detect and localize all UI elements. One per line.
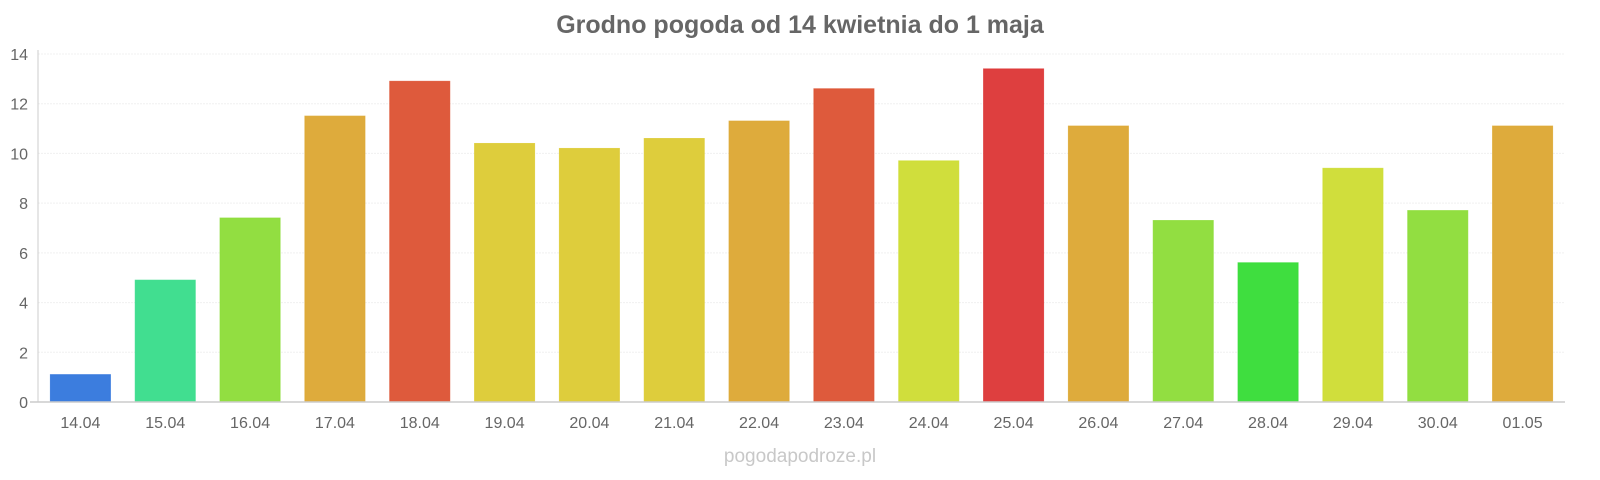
y-tick-label: 6 xyxy=(19,246,28,263)
x-tick-label: 22.04 xyxy=(739,415,779,432)
x-tick-label: 16.04 xyxy=(230,415,270,432)
y-tick-label: 14 xyxy=(10,47,28,64)
x-tick-label: 24.04 xyxy=(909,415,949,432)
y-tick-label: 12 xyxy=(10,97,28,114)
x-tick-label: 21.04 xyxy=(654,415,694,432)
bar-19.04[interactable] xyxy=(474,142,536,403)
x-tick-label: 30.04 xyxy=(1418,415,1458,432)
bar-17.04[interactable] xyxy=(304,115,366,403)
bar-27.04[interactable] xyxy=(1152,220,1214,403)
x-tick-label: 28.04 xyxy=(1248,415,1288,432)
x-tick-label: 19.04 xyxy=(485,415,525,432)
bar-14.04[interactable] xyxy=(49,374,111,403)
y-tick-label: 10 xyxy=(10,146,28,163)
x-tick-label: 01.05 xyxy=(1503,415,1543,432)
x-tick-label: 14.04 xyxy=(60,415,100,432)
y-tick-label: 2 xyxy=(19,345,28,362)
x-tick-label: 15.04 xyxy=(145,415,185,432)
x-tick-label: 17.04 xyxy=(315,415,355,432)
y-tick-label: 8 xyxy=(19,196,28,213)
bar-01.05[interactable] xyxy=(1492,125,1554,403)
bar-26.04[interactable] xyxy=(1067,125,1129,403)
bar-22.04[interactable] xyxy=(728,120,790,403)
bar-20.04[interactable] xyxy=(558,147,620,403)
bar-15.04[interactable] xyxy=(134,279,196,403)
credit-text: pogodapodroze.pl xyxy=(724,446,876,467)
x-tick-label: 23.04 xyxy=(824,415,864,432)
x-tick-label: 20.04 xyxy=(569,415,609,432)
bar-25.04[interactable] xyxy=(983,68,1045,403)
x-tick-label: 27.04 xyxy=(1163,415,1203,432)
bar-18.04[interactable] xyxy=(389,80,451,403)
chart-title: Grodno pogoda od 14 kwietnia do 1 maja xyxy=(556,11,1045,39)
y-tick-label: 0 xyxy=(19,395,28,412)
x-tick-label: 25.04 xyxy=(994,415,1034,432)
x-tick-label: 29.04 xyxy=(1333,415,1373,432)
y-tick-label: 4 xyxy=(19,296,28,313)
bar-30.04[interactable] xyxy=(1407,210,1469,403)
bar-24.04[interactable] xyxy=(898,160,960,403)
bar-29.04[interactable] xyxy=(1322,167,1384,403)
bar-23.04[interactable] xyxy=(813,88,875,403)
x-tick-label: 18.04 xyxy=(400,415,440,432)
bar-21.04[interactable] xyxy=(643,138,705,403)
bar-16.04[interactable] xyxy=(219,217,281,403)
x-tick-label: 26.04 xyxy=(1078,415,1118,432)
bar-28.04[interactable] xyxy=(1237,262,1299,403)
